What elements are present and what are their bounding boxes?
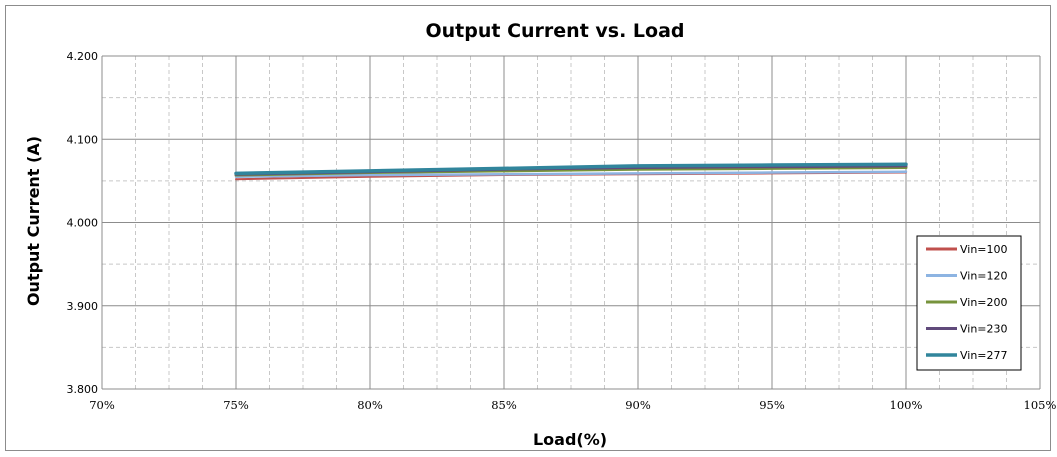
y-tick-label: 4.000 bbox=[67, 217, 99, 230]
x-tick-label: 85% bbox=[491, 398, 517, 412]
y-tick-label: 3.800 bbox=[67, 383, 99, 396]
y-tick-labels: 4.200 4.100 4.000 3.900 3.800 bbox=[67, 50, 99, 396]
x-tick-label: 100% bbox=[890, 398, 923, 412]
grid bbox=[101, 55, 1041, 390]
x-tick-label: 70% bbox=[89, 398, 115, 412]
y-axis-label: Output Current (A) bbox=[24, 136, 43, 306]
x-tick-label: 90% bbox=[625, 398, 651, 412]
chart-title: Output Current vs. Load bbox=[425, 20, 684, 42]
x-tick-label: 95% bbox=[759, 398, 785, 412]
legend-label: Vin=277 bbox=[960, 349, 1008, 362]
chart-frame bbox=[5, 5, 1051, 451]
x-tick-labels: 70% 75% 80% 85% 90% 95% 100% 105% bbox=[89, 398, 1056, 412]
y-tick-label: 4.100 bbox=[67, 133, 99, 146]
legend-label: Vin=120 bbox=[960, 270, 1008, 283]
x-tick-label: 75% bbox=[223, 398, 249, 412]
x-tick-label: 80% bbox=[357, 398, 383, 412]
series-lines bbox=[234, 162, 908, 181]
series-line-vin-120 bbox=[234, 170, 908, 178]
legend: Vin=100 Vin=120 Vin=200 Vin=230 Vin=277 bbox=[916, 235, 1022, 371]
y-tick-label: 3.900 bbox=[67, 300, 99, 313]
series-line-vin-277 bbox=[234, 162, 908, 176]
x-tick-label: 105% bbox=[1024, 398, 1057, 412]
legend-label: Vin=100 bbox=[960, 243, 1008, 256]
legend-label: Vin=230 bbox=[960, 323, 1008, 336]
x-axis-label: Load(%) bbox=[533, 430, 607, 449]
y-tick-label: 4.200 bbox=[67, 50, 99, 63]
legend-label: Vin=200 bbox=[960, 296, 1008, 309]
